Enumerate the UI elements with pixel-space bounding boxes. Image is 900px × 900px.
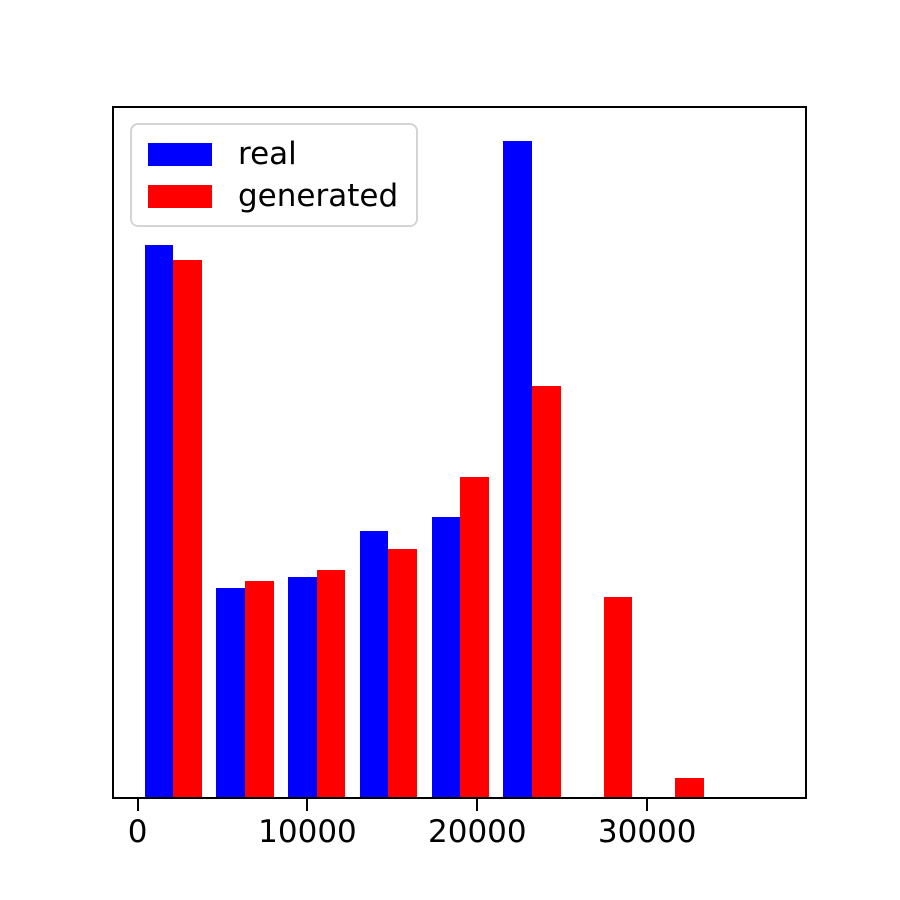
bar-generated: [173, 259, 203, 797]
bar-generated: [316, 570, 346, 797]
bar-generated: [245, 581, 274, 797]
legend-label-real: real: [238, 135, 297, 172]
x-tick: [306, 799, 309, 811]
bar-real: [216, 588, 246, 797]
x-tick-label: 30000: [597, 814, 697, 850]
bar-generated: [675, 778, 704, 797]
x-tick: [476, 799, 479, 811]
bar-generated: [388, 548, 418, 797]
bar-generated: [531, 385, 561, 797]
x-tick-label: 10000: [258, 814, 357, 850]
bar-real: [431, 516, 461, 797]
bars-layer: [114, 108, 805, 797]
bar-real: [288, 577, 317, 797]
x-tick: [136, 799, 139, 811]
legend-label-generated: generated: [238, 177, 399, 214]
legend-swatch-real-icon: [148, 142, 212, 166]
x-tick-label: 0: [127, 814, 148, 850]
x-tick: [646, 799, 649, 811]
bar-generated: [460, 477, 489, 797]
legend-row-real: real: [148, 133, 398, 175]
plot-area: real generated: [112, 106, 807, 799]
x-tick-label: 20000: [428, 814, 527, 850]
bar-real: [503, 141, 532, 797]
legend-swatch-generated-icon: [148, 184, 212, 208]
bar-real: [144, 245, 174, 797]
bar-real: [359, 531, 389, 797]
legend: real generated: [130, 123, 419, 227]
legend-row-generated: generated: [148, 175, 398, 217]
bar-generated: [603, 597, 633, 797]
